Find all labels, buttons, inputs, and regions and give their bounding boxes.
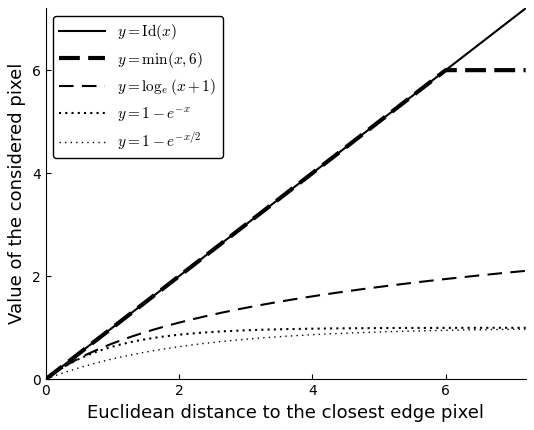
$y = \mathrm{Id}(x)$ bbox=[91, 339, 98, 344]
$y = \log_e(x + 1)$ bbox=[372, 285, 379, 290]
$y = \min(x, 6)$ bbox=[426, 81, 432, 86]
$y = \log_e(x + 1)$ bbox=[522, 268, 529, 273]
Line: $y = \mathrm{Id}(x)$: $y = \mathrm{Id}(x)$ bbox=[45, 8, 525, 379]
$y = \log_e(x + 1)$ bbox=[254, 303, 260, 308]
$y = \mathrm{Id}(x)$ bbox=[417, 87, 423, 92]
$y = \min(x, 6)$ bbox=[42, 377, 49, 382]
$y = \mathrm{Id}(x)$ bbox=[426, 81, 432, 86]
Line: $y = \log_e(x + 1)$: $y = \log_e(x + 1)$ bbox=[45, 271, 525, 379]
Line: $y = 1 - e^{-x/2}$: $y = 1 - e^{-x/2}$ bbox=[45, 329, 525, 379]
$y = 1 - e^{-x}$ bbox=[237, 328, 243, 333]
$y = 1 - e^{-x/2}$ bbox=[91, 361, 98, 366]
Line: $y = \min(x, 6)$: $y = \min(x, 6)$ bbox=[45, 70, 525, 379]
$y = \mathrm{Id}(x)$ bbox=[372, 122, 379, 127]
$y = \mathrm{Id}(x)$ bbox=[42, 377, 49, 382]
$y = 1 - e^{-x/2}$ bbox=[426, 328, 432, 333]
$y = 1 - e^{-x}$ bbox=[522, 325, 529, 330]
$y = 1 - e^{-x/2}$ bbox=[254, 336, 260, 341]
$y = \min(x, 6)$ bbox=[372, 122, 379, 127]
$y = \log_e(x + 1)$ bbox=[91, 348, 98, 353]
$y = \log_e(x + 1)$ bbox=[237, 307, 243, 312]
$y = 1 - e^{-x}$ bbox=[417, 326, 423, 331]
$y = 1 - e^{-x}$ bbox=[426, 326, 432, 331]
$y = \mathrm{Id}(x)$ bbox=[522, 6, 529, 11]
$y = 1 - e^{-x}$ bbox=[254, 327, 260, 332]
$y = 1 - e^{-x}$ bbox=[91, 350, 98, 355]
$y = 1 - e^{-x}$ bbox=[42, 377, 49, 382]
$y = \min(x, 6)$ bbox=[522, 68, 529, 73]
$y = 1 - e^{-x}$ bbox=[372, 326, 379, 331]
Legend: $y = \mathrm{Id}(x)$, $y = \min(x, 6)$, $y = \log_e(x + 1)$, $y = 1 - e^{-x}$, $: $y = \mathrm{Id}(x)$, $y = \min(x, 6)$, … bbox=[53, 16, 223, 158]
$y = \min(x, 6)$ bbox=[417, 87, 423, 92]
$y = \log_e(x + 1)$ bbox=[42, 377, 49, 382]
$y = \min(x, 6)$ bbox=[91, 339, 98, 344]
$y = 1 - e^{-x/2}$ bbox=[522, 326, 529, 332]
$y = 1 - e^{-x/2}$ bbox=[372, 329, 379, 335]
$y = \log_e(x + 1)$ bbox=[417, 280, 423, 285]
$y = 1 - e^{-x/2}$ bbox=[417, 328, 423, 333]
Y-axis label: Value of the considered pixel: Value of the considered pixel bbox=[9, 63, 26, 325]
$y = \min(x, 6)$ bbox=[254, 213, 260, 218]
Line: $y = 1 - e^{-x}$: $y = 1 - e^{-x}$ bbox=[45, 328, 525, 379]
$y = \mathrm{Id}(x)$ bbox=[254, 213, 260, 218]
$y = 1 - e^{-x/2}$ bbox=[42, 377, 49, 382]
$y = 1 - e^{-x/2}$ bbox=[237, 337, 243, 342]
$y = \min(x, 6)$ bbox=[237, 227, 243, 232]
X-axis label: Euclidean distance to the closest edge pixel: Euclidean distance to the closest edge p… bbox=[87, 404, 484, 422]
$y = \mathrm{Id}(x)$ bbox=[237, 227, 243, 232]
$y = \log_e(x + 1)$ bbox=[426, 278, 432, 283]
$y = \min(x, 6)$ bbox=[443, 68, 449, 73]
